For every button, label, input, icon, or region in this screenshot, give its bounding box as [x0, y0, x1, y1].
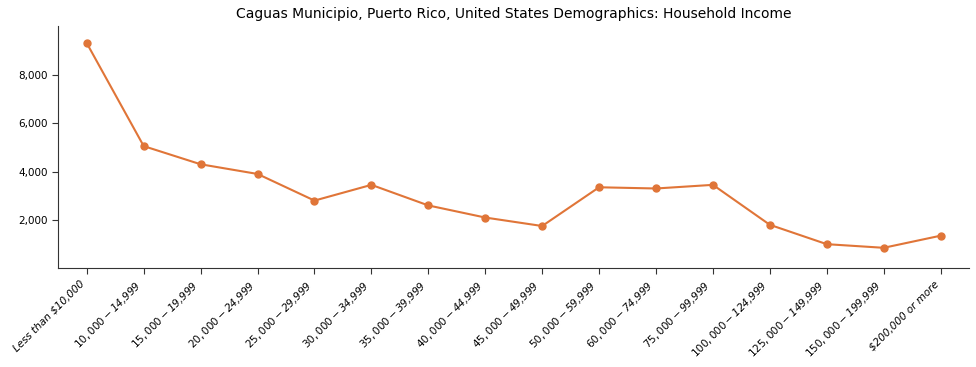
- Title: Caguas Municipio, Puerto Rico, United States Demographics: Household Income: Caguas Municipio, Puerto Rico, United St…: [236, 7, 792, 21]
